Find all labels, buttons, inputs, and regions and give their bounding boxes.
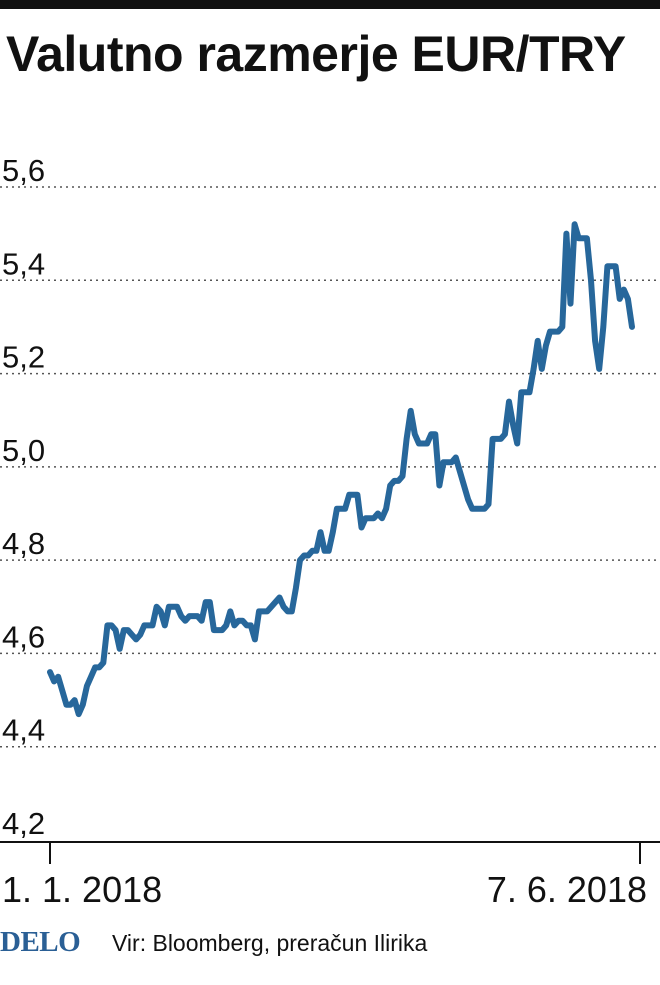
chart-title: Valutno razmerje EUR/TRY: [6, 26, 626, 82]
y-tick-label: 4,2: [2, 806, 45, 841]
y-tick-label: 4,8: [2, 526, 45, 561]
y-tick-label: 4,6: [2, 619, 45, 654]
y-tick-label: 5,0: [2, 433, 45, 468]
x-tick-label-start: 1. 1. 2018: [2, 869, 162, 910]
y-tick-label: 5,6: [2, 153, 45, 188]
source-note: Vir: Bloomberg, preračun Ilirika: [112, 930, 428, 956]
gridlines: [0, 186, 660, 748]
top-rule: [0, 0, 660, 9]
y-tick-label: 4,4: [2, 713, 45, 748]
series-line-eur-try: [47, 221, 635, 718]
line-chart: 5,6 5,4 5,2 5,0 4,8 4,6 4,4 4,2 1. 1. 2018 7. 6…: [0, 153, 660, 910]
x-axis: 1. 1. 2018 7. 6. 2018: [0, 841, 660, 910]
delo-logo: DELO: [0, 926, 81, 958]
y-axis-ticks: 5,6 5,4 5,2 5,0 4,8 4,6 4,4 4,2: [2, 153, 45, 841]
y-tick-label: 5,2: [2, 340, 45, 375]
x-tick-label-end: 7. 6. 2018: [487, 869, 647, 910]
y-tick-label: 5,4: [2, 246, 45, 281]
